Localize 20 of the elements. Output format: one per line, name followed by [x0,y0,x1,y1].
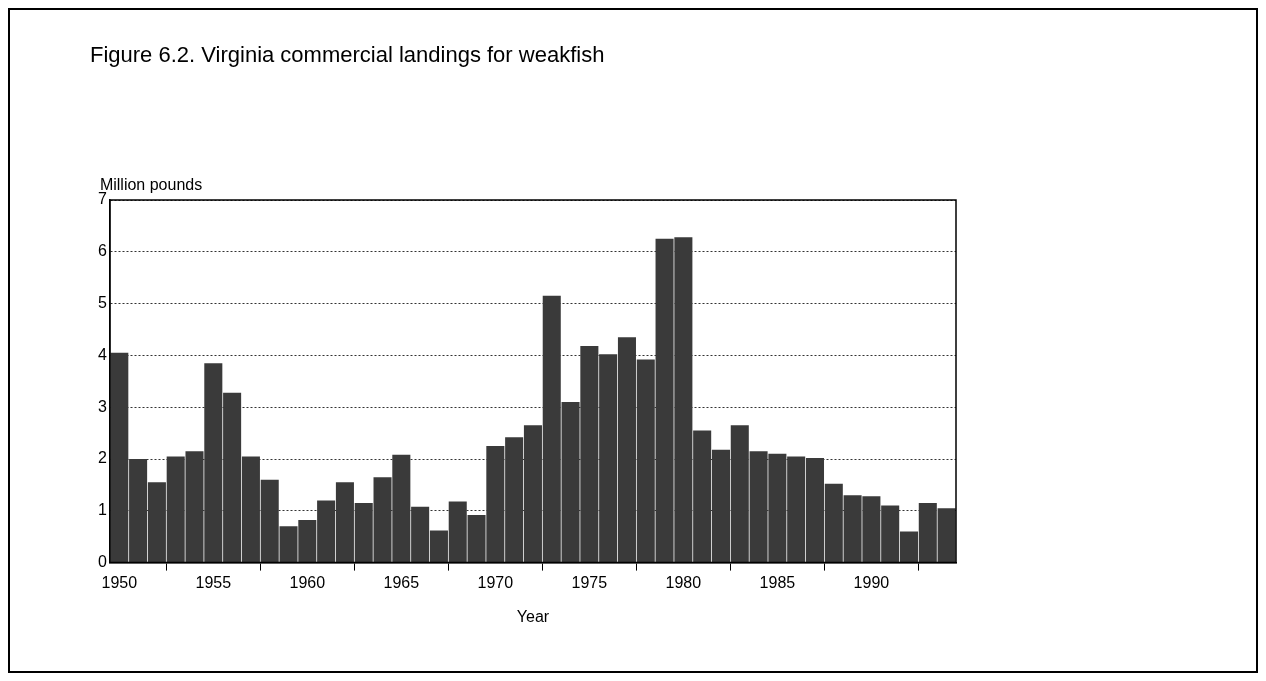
y-tick-label: 1 [97,501,107,519]
y-tick-label: 5 [97,294,107,312]
y-tick-label: 7 [97,190,107,208]
y-tick-label: 2 [97,449,107,467]
x-tick-label: 1965 [383,573,420,591]
y-tick-label: 4 [97,345,107,363]
x-tick-label: 1950 [101,573,138,591]
x-tick-label: 1985 [759,573,796,591]
y-tick-label: 6 [97,242,107,260]
x-tick-label: 1955 [195,573,232,591]
x-tick-label: 1990 [853,573,890,591]
y-tick-label: 0 [97,553,107,571]
x-tick-label: 1980 [665,573,702,591]
y-tick-label: 3 [97,397,107,415]
x-tick-label: 1970 [477,573,514,591]
x-tick-label: 1960 [289,573,326,591]
x-axis-title: Year [516,607,550,625]
x-tick-label: 1975 [571,573,608,591]
y-axis-title: Million pounds [99,176,203,193]
chart-title: Figure 6.2. Virginia commercial landings for weakfish [90,42,605,67]
